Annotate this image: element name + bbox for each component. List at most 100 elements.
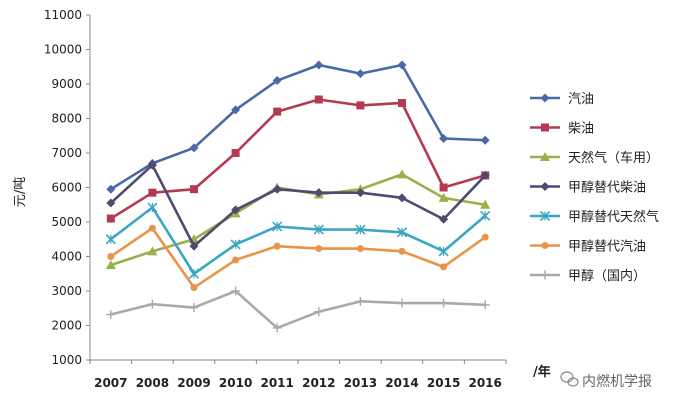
data-point: [106, 309, 116, 319]
watermark: 内燃机学报: [560, 371, 652, 390]
series-line: [110, 226, 486, 289]
data-point: [314, 188, 324, 198]
data-point: [232, 256, 240, 264]
data-point: [106, 198, 116, 208]
legend-label: 甲醇替代柴油: [568, 180, 646, 196]
data-point: [480, 170, 490, 180]
legend-item: 甲醇替代汽油: [530, 239, 646, 255]
data-point: [439, 134, 449, 144]
legend-label: 甲醇替代汽油: [568, 239, 646, 255]
watermark-text: 内燃机学报: [582, 373, 652, 390]
data-point: [190, 185, 198, 194]
data-point: [231, 105, 241, 115]
data-point: [356, 245, 364, 253]
data-point: [439, 298, 449, 308]
x-axis-label: /年: [533, 364, 551, 380]
data-point: [190, 284, 198, 292]
series-2: [106, 95, 490, 223]
data-point: [397, 298, 407, 308]
data-point: [273, 107, 282, 116]
data-point: [231, 286, 241, 296]
data-point: [314, 307, 324, 317]
data-point: [356, 101, 365, 110]
y-tick-label: 8000: [51, 112, 82, 126]
series-line: [110, 206, 487, 276]
data-point: [188, 268, 200, 279]
series-layer: [105, 60, 491, 333]
data-point: [314, 60, 324, 70]
legend-marker: [540, 182, 550, 191]
data-point: [355, 188, 365, 198]
x-tick-label: 2009: [177, 376, 210, 390]
data-point: [106, 184, 116, 194]
data-point: [147, 160, 157, 170]
data-point: [355, 296, 365, 306]
data-point: [481, 233, 489, 241]
data-point: [398, 247, 406, 255]
data-point: [314, 95, 323, 104]
x-tick-label: 2014: [385, 376, 418, 390]
series-line: [110, 289, 486, 330]
data-point: [189, 241, 199, 251]
data-point: [107, 253, 115, 260]
wechat-icon: [560, 371, 579, 387]
data-point: [480, 135, 490, 145]
data-point: [105, 260, 116, 270]
y-axis-label: 元/吨: [13, 177, 28, 207]
legend-item: 甲醇替代天然气: [530, 209, 659, 225]
legend-marker: [540, 152, 550, 161]
x-tick-label: 2012: [302, 376, 335, 390]
legend-label: 汽油: [568, 92, 594, 107]
data-point: [148, 224, 156, 232]
data-point: [438, 246, 449, 257]
data-point: [231, 205, 241, 215]
x-tick-label: 2015: [427, 376, 460, 390]
x-tick-label: 2011: [260, 376, 293, 390]
series-line: [109, 163, 487, 248]
data-point: [313, 224, 324, 235]
legend-item: 甲醇（国内）: [530, 268, 646, 284]
data-point: [355, 69, 365, 79]
legend-marker: [540, 270, 550, 280]
data-point: [272, 184, 282, 194]
series-line: [110, 63, 486, 191]
data-point: [147, 299, 157, 309]
data-point: [272, 76, 282, 86]
legend-label: 柴油: [568, 122, 594, 137]
legend-marker: [541, 242, 549, 249]
data-point: [398, 98, 406, 107]
data-point: [396, 227, 408, 238]
series-line: [110, 98, 486, 220]
y-tick-label: 11000: [44, 8, 82, 22]
data-point: [147, 246, 158, 256]
y-tick-label: 2000: [51, 319, 82, 333]
legend-label: 天然气（车用）: [568, 150, 659, 166]
x-tick-label: 2016: [468, 376, 501, 390]
data-point: [189, 143, 199, 153]
data-point: [148, 188, 157, 197]
y-tick-label: 4000: [51, 250, 82, 264]
data-point: [272, 323, 282, 333]
series-line: [110, 173, 486, 267]
series-1: [106, 60, 490, 194]
x-tick-label: 2008: [136, 376, 169, 390]
series-7: [106, 286, 490, 333]
legend-item: 甲醇替代柴油: [530, 180, 646, 196]
legend-item: 柴油: [530, 122, 594, 137]
legend-item: 天然气（车用）: [530, 150, 659, 166]
legend-label: 甲醇（国内）: [568, 268, 646, 284]
data-point: [315, 245, 323, 253]
legend-item: 汽油: [530, 92, 594, 107]
data-point: [355, 224, 366, 235]
data-point: [480, 210, 491, 221]
y-tick-label: 3000: [51, 284, 82, 298]
data-point: [106, 214, 115, 223]
y-tick-label: 6000: [51, 181, 82, 195]
axes: 1000 2000 3000 4000 5000 6000 7000 8000 9000 1000…: [44, 8, 507, 390]
data-point: [397, 60, 407, 70]
y-tick-label: 9000: [51, 77, 82, 91]
series-4: [106, 160, 490, 251]
legend-label: 甲醇替代天然气: [568, 209, 659, 225]
data-point: [147, 202, 158, 213]
